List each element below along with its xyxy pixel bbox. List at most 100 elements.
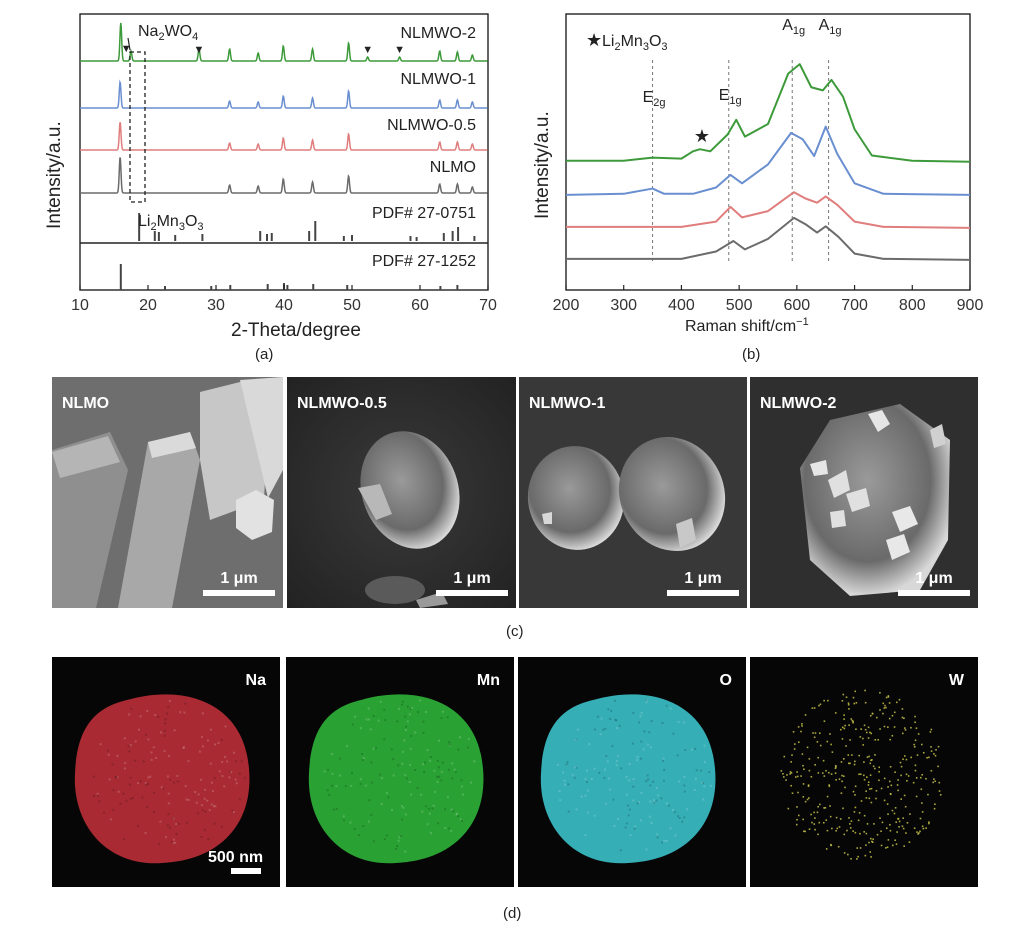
eds-dot [879,691,881,694]
eds-speckle [614,699,617,702]
eds-speckle [640,711,643,714]
eds-speckle [600,717,603,720]
eds-dot [855,728,857,731]
eds-dot [873,823,875,825]
eds-speckle [665,704,668,707]
eds-speckle [244,776,247,779]
eds-speckle [207,838,210,841]
eds-speckle [172,842,175,845]
eds-dot [830,773,833,775]
eds-dot [834,772,837,774]
eds-speckle [128,713,131,716]
eds-dot [818,821,821,824]
eds-dot [783,755,786,758]
eds-dot [842,807,844,810]
eds-dot [829,805,831,807]
eds-dot [819,803,821,806]
eds-speckle [590,778,593,781]
eds-dot [814,828,816,831]
eds-speckle [200,835,203,838]
eds-dot [902,732,904,735]
eds-dot [858,812,861,814]
eds-dot [843,852,846,854]
eds-dot [830,743,832,746]
eds-speckle [129,797,132,800]
eds-speckle [650,720,653,723]
eds-dot [893,726,896,728]
eds-dot [893,812,896,815]
xrd-x-ticks: 10 20 30 40 50 60 70 [71,285,497,314]
eds-dot [853,811,856,813]
eds-dot [933,807,936,810]
eds-speckle [354,715,357,718]
eds-speckle [672,732,675,735]
eds-speckle [612,798,615,801]
eds-speckle [107,753,110,756]
eds-dot [909,813,911,815]
eds-dot [921,811,924,813]
eds-dot [918,832,920,834]
eds-dot [807,785,810,787]
eds-speckle [397,707,400,710]
eds-speckle [459,818,462,821]
eds-speckle [137,824,140,827]
eds-speckle [448,743,451,746]
eds-speckle [628,762,631,765]
eds-dot [806,798,809,801]
sem-particle [800,404,950,596]
eds-speckle [182,746,185,749]
eds-dot [914,715,916,718]
eds-speckle [194,791,197,794]
raman-mode-label: E2g [643,89,666,109]
eds-speckle [649,784,652,787]
eds-speckle [454,771,457,774]
eds-dot [903,845,905,847]
eds-speckle [566,761,569,764]
eds-dot [903,794,906,797]
eds-speckle [606,760,609,763]
eds-speckle [240,760,243,763]
eds-dot [780,770,783,772]
eds-speckle [134,740,137,743]
eds-speckle [567,810,570,813]
eds-speckle [145,806,148,809]
eds-dot [879,728,881,730]
eds-speckle [392,774,395,777]
eds-dot [920,743,923,746]
eds-dot [937,765,939,768]
eds-speckle [213,777,216,780]
eds-speckle [683,790,686,793]
eds-speckle [119,802,122,805]
eds-dot [848,708,850,710]
eds-speckle [424,761,427,764]
eds-speckle [359,782,362,785]
eds-speckle [139,715,142,718]
eds-speckle [96,792,99,795]
eds-speckle [607,777,610,780]
eds-dot [803,768,805,771]
eds-speckle [709,785,712,788]
eds-panel: Na Mn O W 500 nm (d) [52,657,978,922]
eds-dot [808,769,811,772]
eds-speckle [656,836,659,839]
eds-speckle [700,769,703,772]
eds-dot [842,758,845,760]
eds-element-label: O [720,672,732,689]
eds-dot [834,764,837,767]
eds-dot [839,728,842,731]
eds-speckle [395,847,398,850]
eds-dot [853,763,856,766]
eds-dot [867,726,870,729]
eds-dot [912,781,915,784]
eds-speckle [429,832,432,835]
eds-speckle [410,734,413,737]
eds-dot [885,696,888,699]
eds-speckle [346,745,349,748]
eds-dot [842,693,845,696]
eds-speckle [409,707,412,710]
eds-speckle [615,764,618,767]
eds-speckle [127,745,130,748]
eds-speckle [150,758,153,761]
sem-crystal [52,432,128,608]
eds-speckle [451,777,454,780]
